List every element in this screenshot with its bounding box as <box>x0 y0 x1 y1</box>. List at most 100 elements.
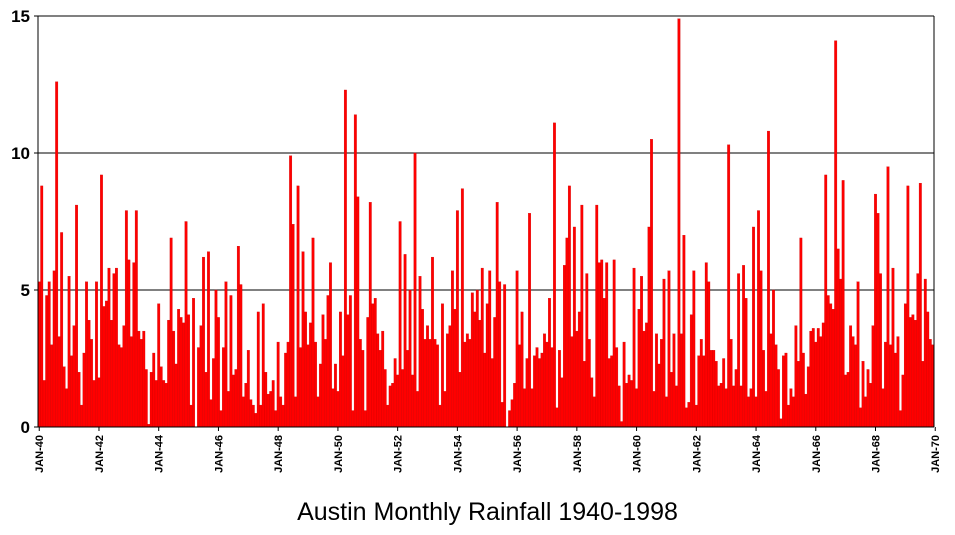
bar <box>553 122 556 428</box>
bar <box>416 391 419 428</box>
x-tick-label: JAN-58 <box>572 435 584 473</box>
bar <box>652 391 656 428</box>
bar <box>50 344 54 428</box>
bar <box>90 339 93 428</box>
y-tick-label: 15 <box>11 7 30 26</box>
bar <box>319 363 322 428</box>
bar <box>856 281 860 428</box>
bar <box>159 366 163 428</box>
bar <box>548 298 551 428</box>
bar <box>174 363 178 428</box>
bar <box>784 352 788 428</box>
bar <box>431 256 434 428</box>
bar <box>742 265 745 428</box>
bar <box>217 317 220 428</box>
bar <box>612 259 616 428</box>
bar <box>244 383 248 428</box>
bar <box>231 374 235 428</box>
bar <box>622 341 626 428</box>
bar <box>433 339 437 428</box>
bar <box>670 372 673 428</box>
bar <box>707 281 711 428</box>
x-tick-label: JAN-62 <box>691 435 703 473</box>
x-tick-label: JAN-42 <box>94 435 106 473</box>
bar <box>470 292 474 428</box>
bar <box>321 314 325 428</box>
bar <box>717 385 721 428</box>
bar <box>117 344 121 428</box>
bar <box>821 322 825 428</box>
bar <box>712 350 716 428</box>
bar <box>722 358 726 428</box>
bar <box>478 319 482 428</box>
x-tick-label: JAN-66 <box>811 435 823 473</box>
bar <box>839 278 843 428</box>
bar <box>607 358 611 428</box>
bar <box>533 355 536 428</box>
bar <box>869 383 872 428</box>
bar <box>572 226 576 428</box>
bar <box>804 393 808 428</box>
bar <box>647 226 651 428</box>
bar <box>418 276 422 428</box>
bar <box>859 407 862 428</box>
bar <box>463 341 467 428</box>
bar <box>455 210 459 428</box>
bar <box>734 369 738 428</box>
bar <box>692 270 696 428</box>
bar <box>694 404 698 428</box>
bar <box>657 363 661 428</box>
bar <box>378 350 382 428</box>
bar <box>719 383 723 428</box>
bar <box>184 221 188 428</box>
x-tick-label: JAN-44 <box>154 434 166 473</box>
bar <box>438 404 442 428</box>
bar <box>841 180 845 428</box>
bar <box>727 144 731 428</box>
bar <box>500 402 504 428</box>
bar <box>45 295 49 428</box>
bar <box>381 330 385 428</box>
bar <box>316 396 320 428</box>
bar <box>314 341 317 428</box>
bar <box>115 267 118 428</box>
bar <box>261 303 265 428</box>
bar <box>787 404 790 428</box>
x-tick-label: JAN-70 <box>930 435 942 473</box>
bar <box>329 262 332 428</box>
bar <box>894 352 897 428</box>
bar <box>737 273 741 428</box>
bar <box>896 336 900 428</box>
bar <box>443 391 447 428</box>
bar <box>353 114 357 428</box>
bar <box>279 396 283 428</box>
bar <box>791 396 795 428</box>
axes <box>37 15 935 428</box>
bar <box>826 295 830 428</box>
bar <box>266 393 270 428</box>
bar <box>239 284 243 428</box>
bar <box>508 410 512 428</box>
bar <box>567 185 571 428</box>
bar <box>732 385 736 428</box>
bar <box>660 339 663 428</box>
bar <box>348 295 352 428</box>
bar <box>592 396 596 428</box>
x-tick-label: JAN-68 <box>871 435 883 473</box>
bar <box>95 281 98 428</box>
bar <box>204 372 208 428</box>
x-tick-label: JAN-56 <box>512 435 524 473</box>
bar <box>453 309 457 428</box>
bar <box>495 202 499 428</box>
bar <box>762 350 765 428</box>
bar <box>911 314 915 428</box>
bar <box>391 383 395 428</box>
bar <box>846 372 850 428</box>
bar <box>386 404 390 428</box>
bar <box>388 385 392 428</box>
bar <box>590 377 594 428</box>
bar <box>854 344 857 428</box>
bar <box>806 366 810 428</box>
bar <box>154 380 158 428</box>
